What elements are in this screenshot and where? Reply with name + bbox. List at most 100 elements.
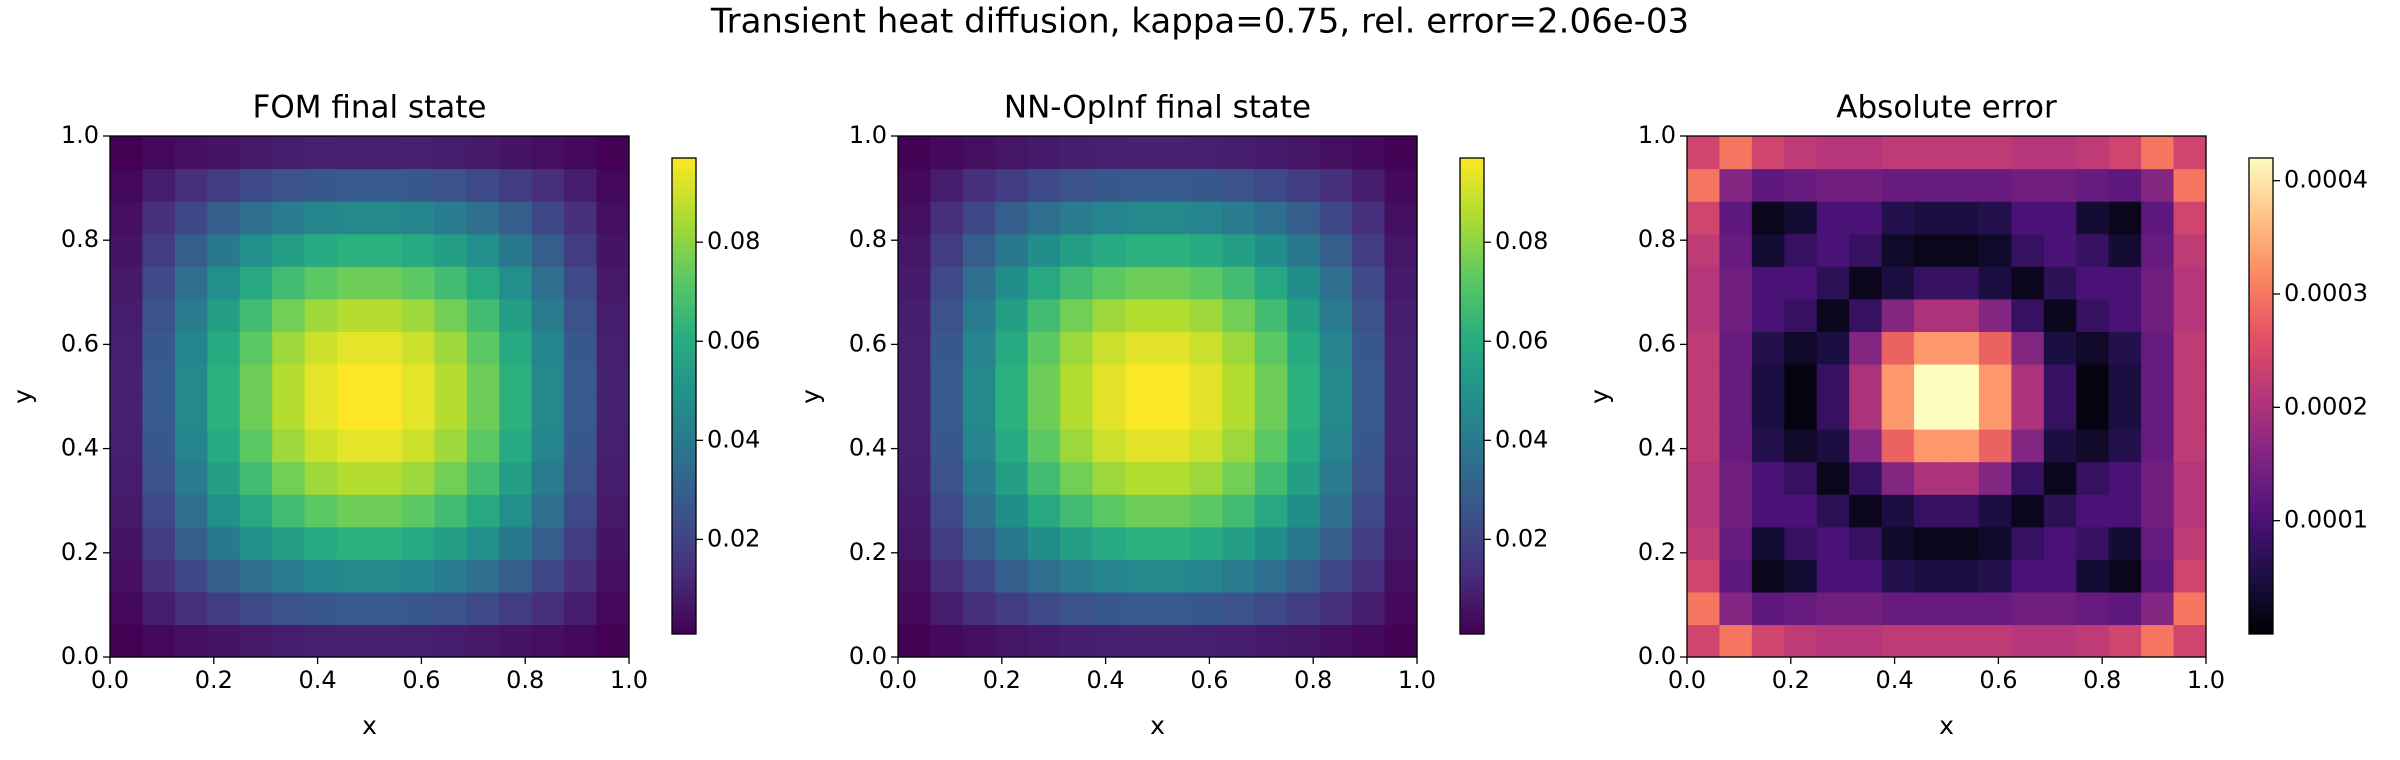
heatmap-cell xyxy=(2043,624,2077,658)
heatmap-cell xyxy=(1092,298,1126,332)
heatmap-cell xyxy=(1027,396,1061,430)
x-tick-label: 0.8 xyxy=(1294,666,1332,694)
heatmap-cell xyxy=(2043,526,2077,560)
x-tick-label: 0.0 xyxy=(91,666,129,694)
heatmap-cell xyxy=(564,559,598,593)
heatmap-cell xyxy=(1914,624,1948,658)
heatmap-cell xyxy=(1287,494,1321,528)
heatmap-cell xyxy=(337,396,371,430)
heatmap-cell xyxy=(207,136,241,170)
heatmap-cell xyxy=(1914,298,1948,332)
heatmap-cell xyxy=(1287,298,1321,332)
heatmap-cell xyxy=(1914,429,1948,463)
heatmap-cell xyxy=(1157,559,1191,593)
heatmap-cell xyxy=(110,591,144,626)
heatmap-cell xyxy=(995,363,1029,398)
heatmap-cell xyxy=(2076,559,2110,593)
heatmap-cell xyxy=(1384,461,1418,495)
heatmap-cell xyxy=(110,461,144,495)
heatmap-cell xyxy=(1719,266,1753,300)
heatmap-cell xyxy=(2011,233,2045,267)
heatmap-cell xyxy=(337,201,371,235)
heatmap-cell xyxy=(1816,461,1850,495)
heatmap-cell xyxy=(1092,331,1126,365)
heatmap-cell xyxy=(1092,494,1126,528)
heatmap-cell xyxy=(466,624,500,658)
heatmap-cell xyxy=(499,559,533,593)
heatmap-cell xyxy=(466,363,500,398)
panel-title: NN-OpInf final state xyxy=(1004,90,1311,126)
heatmap-cell xyxy=(1849,168,1883,202)
heatmap-cell xyxy=(1060,526,1094,560)
heatmap-cell xyxy=(1384,559,1418,593)
heatmap-cell xyxy=(207,526,241,560)
heatmap-cell xyxy=(337,168,371,202)
heatmap-cell xyxy=(434,591,468,626)
heatmap-cell xyxy=(499,298,533,332)
y-tick-label: 0.8 xyxy=(61,225,99,253)
heatmap-cell xyxy=(2173,136,2207,170)
heatmap-cell xyxy=(1092,624,1126,658)
heatmap-cell xyxy=(369,624,403,658)
heatmap-cell xyxy=(531,429,565,463)
heatmap-cell xyxy=(1254,494,1288,528)
heatmap-cell xyxy=(1092,363,1126,398)
heatmap-cell xyxy=(1027,233,1061,267)
heatmap-cell xyxy=(2141,266,2175,300)
heatmap-cell xyxy=(995,201,1029,235)
heatmap-cell xyxy=(337,363,371,398)
heatmap-cell xyxy=(596,559,630,593)
y-tick-label: 0.0 xyxy=(61,642,99,670)
heatmap-cell xyxy=(1881,168,1915,202)
heatmap-cell xyxy=(110,363,144,398)
heatmap-cell xyxy=(110,266,144,300)
heatmap-cell xyxy=(207,429,241,463)
heatmap-cell xyxy=(1816,526,1850,560)
heatmap-cell xyxy=(110,494,144,528)
heatmap-cell xyxy=(1222,136,1256,170)
heatmap-cell xyxy=(1914,201,1948,235)
heatmap-cell xyxy=(401,591,435,626)
heatmap-cell xyxy=(434,233,468,267)
heatmap-cell xyxy=(239,266,273,300)
heatmap-cell xyxy=(1319,201,1353,235)
heatmap-cell xyxy=(1751,559,1785,593)
heatmap-cell xyxy=(1784,168,1818,202)
heatmap-cell xyxy=(499,136,533,170)
heatmap-cell xyxy=(1384,591,1418,626)
heatmap-cell xyxy=(337,136,371,170)
heatmap-cell xyxy=(207,331,241,365)
heatmap-cell xyxy=(1092,396,1126,430)
heatmap-cell xyxy=(995,559,1029,593)
heatmap-cell xyxy=(1222,429,1256,463)
heatmap-cell xyxy=(1978,168,2012,202)
heatmap-cell xyxy=(2141,591,2175,626)
heatmap-cell xyxy=(1881,298,1915,332)
heatmap-cell xyxy=(272,363,306,398)
heatmap-cell xyxy=(1222,396,1256,430)
heatmap-cell xyxy=(2043,298,2077,332)
heatmap-cell xyxy=(930,331,964,365)
heatmap-cell xyxy=(1751,396,1785,430)
heatmap-cell xyxy=(1816,363,1850,398)
heatmap-cell xyxy=(2108,494,2142,528)
heatmap-cell xyxy=(2173,591,2207,626)
heatmap-cell xyxy=(1287,233,1321,267)
heatmap-cell xyxy=(304,624,338,658)
heatmap-cell xyxy=(1319,266,1353,300)
heatmap-cell xyxy=(930,396,964,430)
heatmap-cell xyxy=(1319,429,1353,463)
heatmap-cell xyxy=(1978,591,2012,626)
heatmap-cell xyxy=(2108,201,2142,235)
heatmap-cell xyxy=(531,624,565,658)
heatmap-cell xyxy=(337,559,371,593)
heatmap-cell xyxy=(1319,331,1353,365)
heatmap-cell xyxy=(1189,168,1223,202)
heatmap-cell xyxy=(174,136,208,170)
heatmap-cell xyxy=(1222,233,1256,267)
heatmap-cell xyxy=(1352,331,1386,365)
heatmap-cell xyxy=(531,396,565,430)
heatmap-cell xyxy=(239,494,273,528)
heatmap-cell xyxy=(142,461,176,495)
